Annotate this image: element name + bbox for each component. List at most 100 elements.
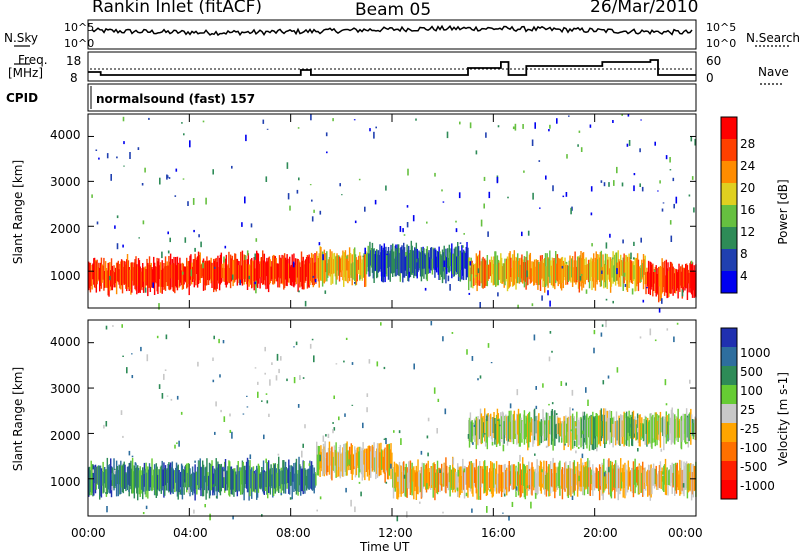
power-g-cell [234, 253, 236, 282]
power-g-cell [266, 257, 268, 277]
vel-g-cell [451, 469, 453, 490]
vel-g-cell [664, 416, 667, 438]
power-g-cell [232, 260, 234, 287]
vel-g-cell [666, 415, 668, 435]
vel-g-cell [414, 470, 416, 492]
vel-g-cell [375, 451, 377, 480]
vel-g-cell [115, 460, 118, 497]
vel-g-cell [133, 465, 136, 499]
vel-g-scatter [165, 334, 168, 340]
power-g-scatter [374, 199, 377, 205]
vel-g-cell [582, 411, 584, 446]
power-g-cell [552, 260, 554, 288]
vel-g-cell [148, 463, 151, 491]
vel-g-cell [601, 462, 603, 496]
vel-g-cell [630, 470, 632, 492]
power-g-scatter [254, 281, 256, 285]
vel-g-scatter [466, 349, 468, 355]
vel-g-cell [316, 454, 319, 476]
vel-g-cell [614, 421, 617, 446]
power-g-scatter [152, 282, 154, 288]
vel-g-cell [624, 413, 626, 445]
power-g-scatter [449, 284, 451, 291]
power-g-scatter [675, 196, 678, 204]
vel-g-cell [528, 461, 530, 491]
vel-g-scatter [515, 486, 518, 491]
power-g-cell [533, 259, 536, 285]
power-g-cell [196, 256, 199, 288]
vel-g-cell [473, 418, 476, 442]
vel-g-cell [276, 472, 278, 492]
power-g-scatter [616, 166, 618, 174]
power-g-cell [373, 248, 375, 283]
vel-g-cell [482, 468, 484, 484]
vel-g-cell [594, 416, 597, 449]
power-g-cell [593, 253, 595, 288]
vel-g-cell [672, 472, 674, 488]
power-g-cell [358, 255, 360, 270]
vel-g-cell [96, 466, 98, 484]
vel-g-cell [665, 411, 668, 444]
power-g-cell [516, 257, 518, 284]
vel-g-cell [441, 463, 443, 491]
power-g-cell [200, 264, 202, 279]
power-g-scatter [405, 252, 407, 256]
vel-g-scatter [581, 453, 584, 459]
vel-g-scatter [358, 481, 361, 484]
vel-g-cell [599, 467, 602, 490]
power-g-scatter [468, 292, 471, 295]
power-g-cell [192, 259, 195, 280]
power-g-cell [644, 255, 646, 285]
power-g-cell [544, 258, 546, 293]
power-g-cell [628, 253, 630, 288]
vel-g-cell [376, 448, 378, 474]
vel-g-cell [381, 449, 383, 470]
power-g-cell [647, 271, 649, 287]
vel-g-cell [613, 465, 615, 488]
power-g-scatter [353, 119, 356, 121]
vel-g-cell [170, 467, 173, 493]
vel-g-cell [158, 469, 161, 492]
power-g-cell [217, 255, 219, 281]
vel-g-scatter [335, 363, 338, 365]
power-g-cell [535, 259, 538, 284]
vel-g-cell [400, 465, 402, 497]
power-g-scatter [248, 275, 251, 280]
vel-g-cell [455, 471, 457, 490]
power-g-cell [218, 267, 220, 284]
power-g-cell [223, 260, 225, 279]
power-g-scatter [96, 221, 99, 225]
power-g-scatter [175, 168, 178, 172]
vel-g-scatter [582, 430, 584, 435]
vel-g-scatter [212, 484, 215, 488]
power-g-cell [564, 257, 566, 281]
power-g-scatter [631, 288, 634, 295]
power-g-cell [198, 255, 201, 281]
vel-g-cell [467, 467, 469, 498]
power-g-cell [390, 244, 392, 274]
vel-g-cell [686, 415, 689, 438]
power-g-cell [105, 268, 108, 288]
vel-g-cell [639, 465, 641, 493]
power-g-cell [247, 253, 250, 282]
power-g-cell [462, 252, 464, 276]
vel-g-cell [686, 464, 689, 499]
power-g-cell [97, 267, 99, 282]
power-g-scatter [231, 165, 233, 169]
power-g-cell [500, 257, 503, 284]
power-g-cell [568, 260, 570, 280]
power-g-cell [286, 254, 288, 287]
vel-g-cell [593, 473, 596, 491]
power-g-scatter [570, 207, 572, 215]
vel-g-scatter [551, 350, 553, 353]
velocity-colorbar-cell [721, 404, 737, 423]
power-g-cell [226, 265, 228, 285]
vel-g-cell [652, 463, 655, 486]
power-g-cell [355, 257, 358, 285]
vel-g-cell [384, 447, 386, 483]
power-g-cell [361, 259, 364, 281]
power-g-cell [156, 257, 158, 292]
vel-g-cell [142, 473, 145, 492]
vel-g-cell [535, 473, 538, 493]
power-g-cell [216, 262, 218, 289]
